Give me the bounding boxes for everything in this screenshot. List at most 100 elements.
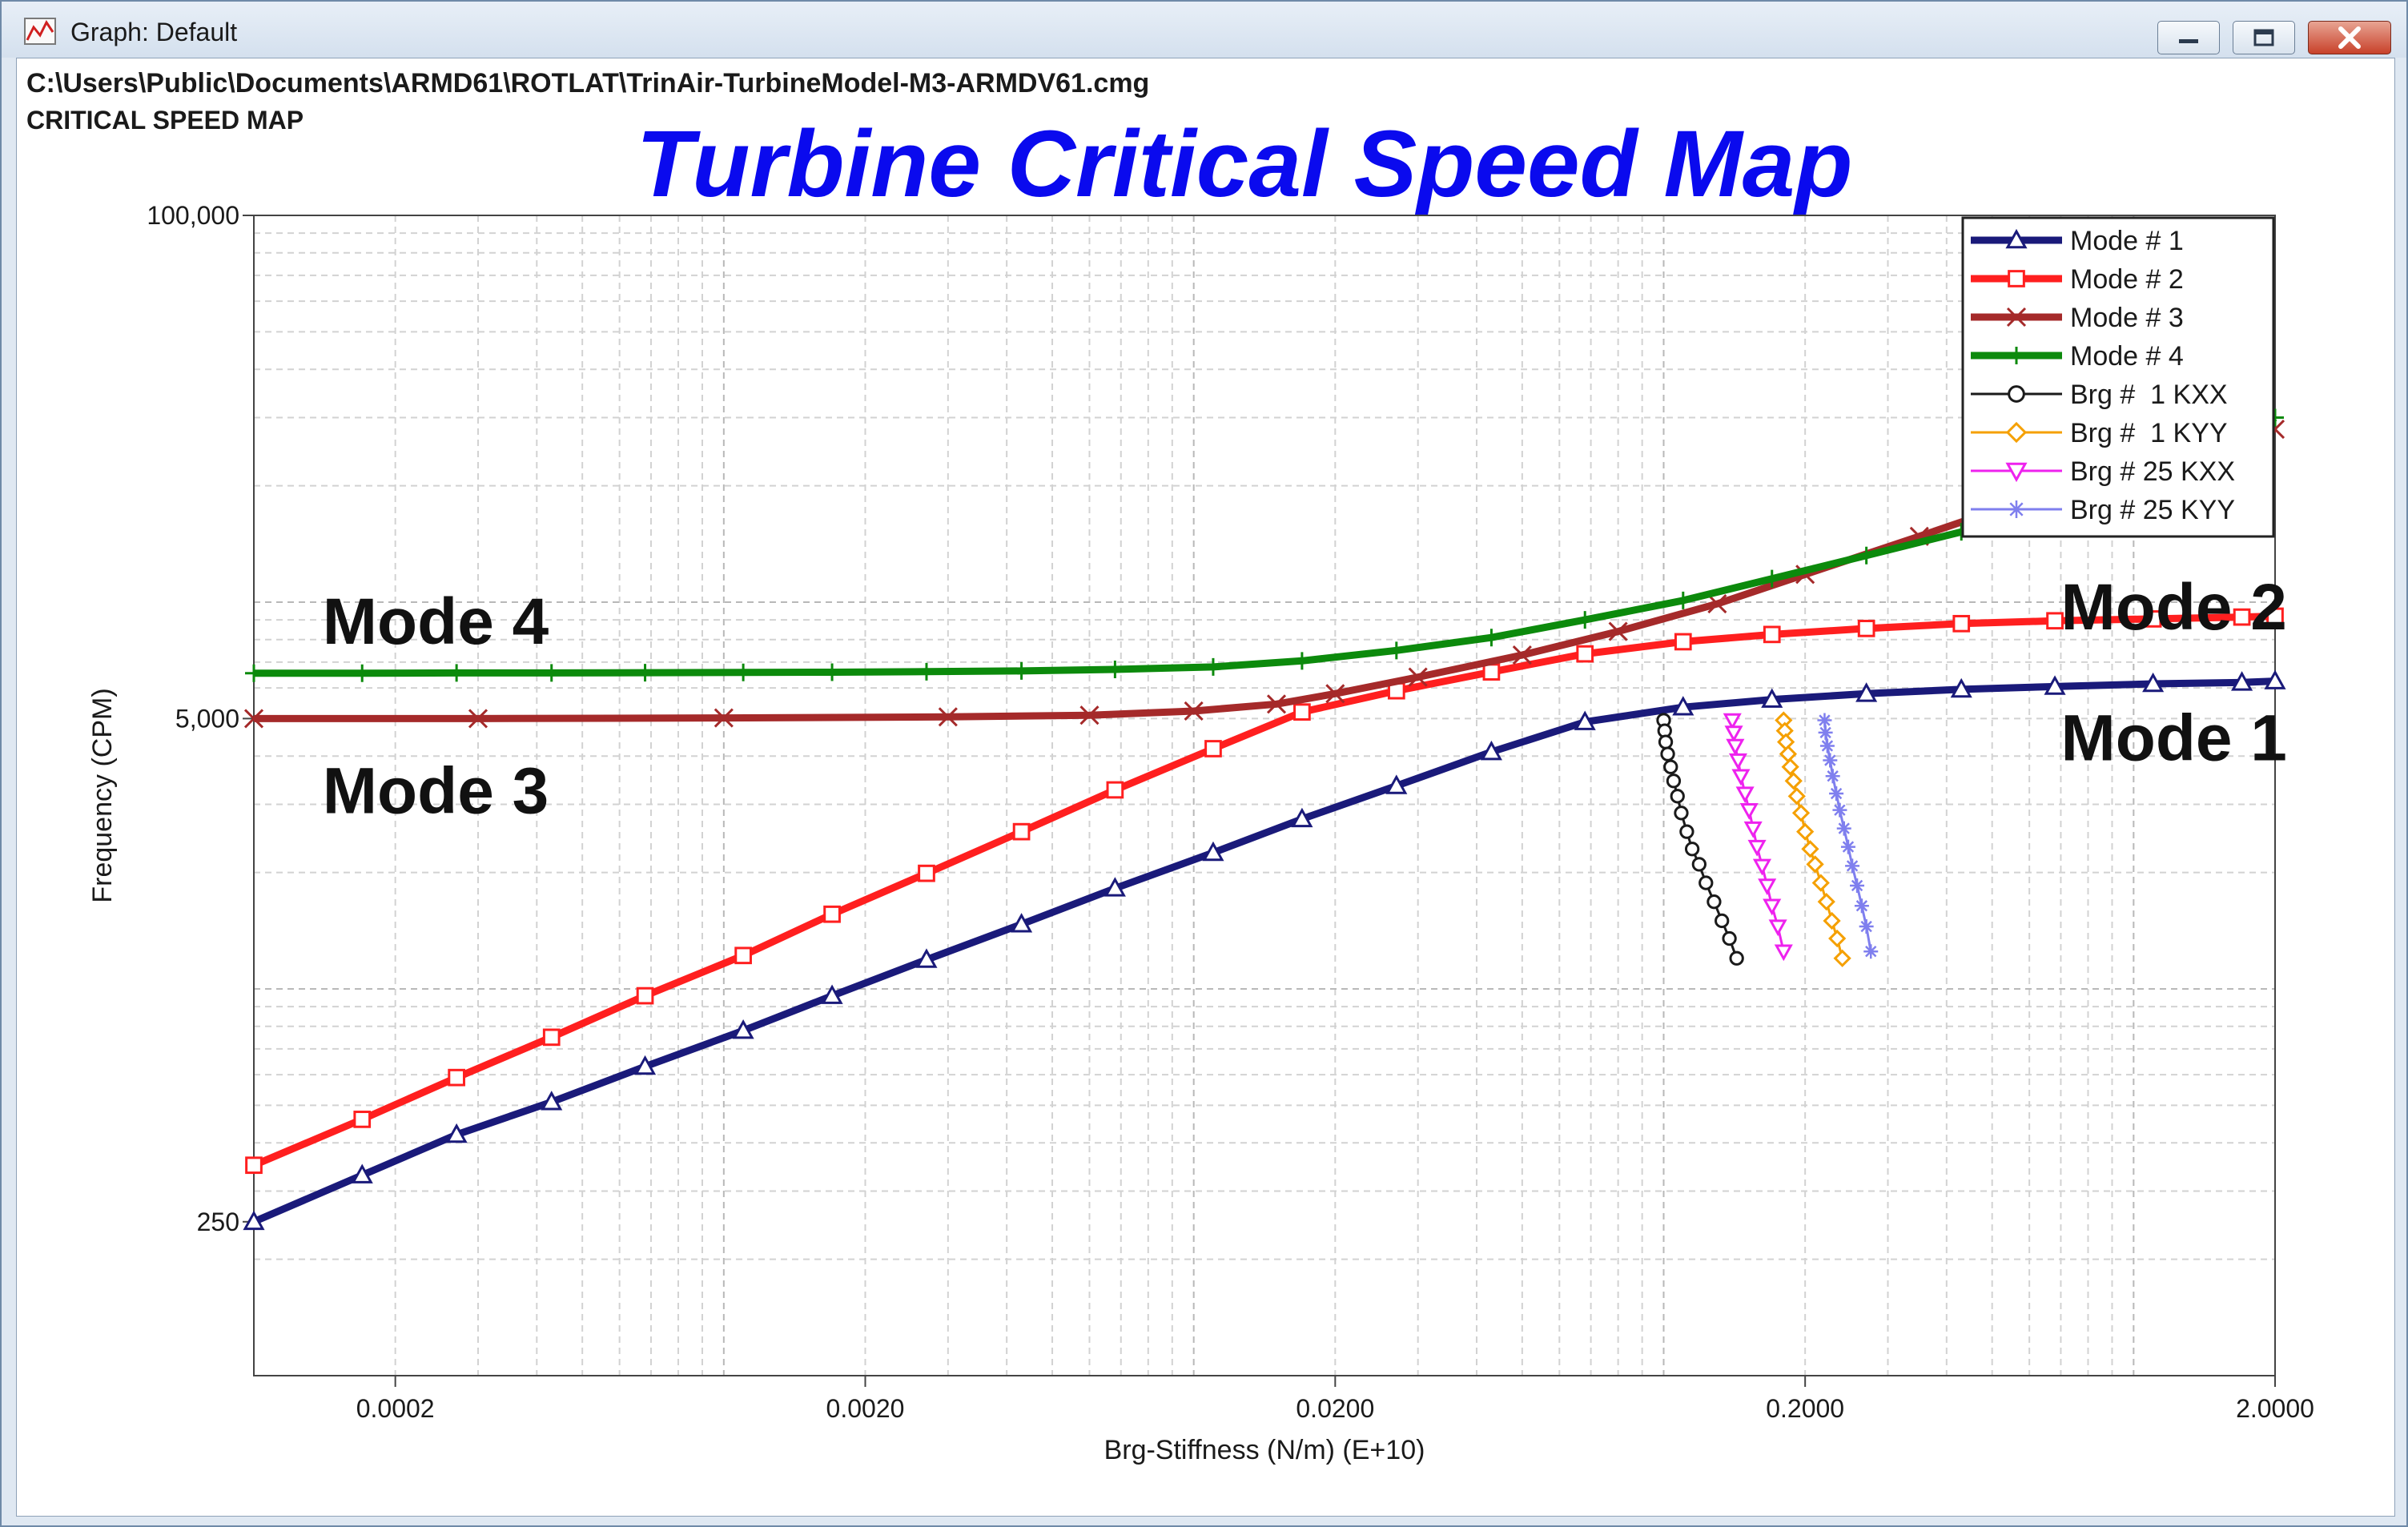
data-point: [1747, 839, 1767, 857]
series-brg-1-kyy: [1775, 711, 1851, 967]
data-point: [1863, 944, 1879, 959]
grid-lines: [253, 215, 2276, 1376]
data-point: [1722, 930, 1737, 946]
data-point: [1854, 898, 1869, 914]
data-point: [1758, 878, 1777, 896]
data-point: [1106, 661, 1124, 679]
legend-swatch-marker: [2008, 270, 2025, 287]
data-point: [1819, 738, 1835, 753]
data-point: [1833, 949, 1851, 967]
data-point: [2266, 607, 2284, 625]
mode-annotation: Mode 2: [2060, 571, 2286, 644]
data-point: [1829, 786, 1844, 802]
data-point: [1202, 841, 1224, 862]
file-path-label: C:\Users\Public\Documents\ARMD61\ROTLAT\…: [26, 68, 1149, 98]
chart-title: Turbine Critical Speed Map: [636, 111, 1852, 217]
data-point: [1660, 746, 1675, 761]
maximize-button[interactable]: [2233, 21, 2295, 54]
data-point: [542, 664, 561, 682]
x-tick-label: 0.0020: [826, 1394, 905, 1423]
y-axis-label: Frequency (CPM): [87, 688, 118, 902]
data-point: [1385, 774, 1408, 794]
data-point: [1726, 738, 1745, 756]
minimize-icon: [2179, 39, 2198, 43]
data-point: [732, 1019, 754, 1039]
data-point: [353, 1111, 372, 1128]
graph-type-label: CRITICAL SPEED MAP: [26, 106, 304, 135]
data-point: [1761, 688, 1783, 708]
data-point: [1952, 614, 1971, 633]
legend-entry-label: Brg # 25 KYY: [2070, 495, 2235, 525]
series-mode-2: [245, 607, 2284, 1175]
data-point: [1674, 591, 1692, 609]
data-point: [1857, 620, 1875, 637]
legend-swatch-marker: [2005, 462, 2028, 483]
close-button[interactable]: [2308, 21, 2391, 54]
data-point: [1801, 840, 1819, 858]
x-tick-label: 0.0200: [1296, 1394, 1374, 1423]
data-point: [636, 987, 654, 1005]
data-point: [1731, 769, 1751, 786]
data-point: [1818, 725, 1833, 740]
data-point: [542, 1028, 561, 1047]
data-point: [1723, 713, 1742, 730]
data-point: [1670, 789, 1685, 804]
data-point: [917, 662, 935, 681]
data-point: [1774, 944, 1793, 962]
legend-entry-label: Mode # 3: [2070, 303, 2184, 333]
data-point: [1836, 821, 1851, 836]
data-point: [1739, 802, 1759, 820]
data-point: [1729, 950, 1744, 966]
data-point: [918, 864, 935, 882]
legend-swatch-marker: [2005, 421, 2028, 444]
legend-entry-label: Mode # 4: [2070, 341, 2184, 372]
data-point: [468, 709, 488, 729]
data-point: [1768, 919, 1787, 937]
data-point: [541, 1091, 563, 1111]
legend-swatch-marker: [2005, 228, 2028, 249]
minimize-button[interactable]: [2157, 21, 2220, 54]
mode-annotation: Mode 4: [323, 585, 549, 658]
data-point: [1743, 821, 1763, 838]
data-point: [2142, 672, 2165, 693]
data-point: [823, 905, 841, 923]
data-point: [734, 946, 752, 965]
x-tick-label: 0.2000: [1766, 1394, 1844, 1423]
data-point: [1828, 929, 1847, 948]
data-point: [1672, 696, 1694, 716]
data-point: [448, 1068, 465, 1087]
data-point: [2046, 612, 2064, 630]
maximize-icon: [2253, 29, 2274, 46]
data-point: [1698, 875, 1714, 890]
data-point: [1707, 894, 1722, 910]
data-point: [1763, 569, 1781, 588]
data-point: [1763, 625, 1781, 644]
legend: Mode # 1 Mode # 2 Mode # 3 Mode # 4 Brg # 1 …: [1961, 216, 2275, 538]
x-tick-label: 0.0002: [356, 1394, 435, 1423]
series-mode-1: [243, 669, 2286, 1231]
data-point: [915, 948, 938, 968]
data-point: [2231, 671, 2253, 691]
data-point: [1184, 701, 1204, 721]
data-point: [1715, 913, 1730, 929]
data-point: [1482, 629, 1501, 647]
data-point: [1784, 772, 1803, 790]
y-tick-label: 250: [197, 1208, 239, 1236]
data-point: [1103, 877, 1126, 897]
data-point: [1106, 781, 1124, 799]
legend-swatch-marker: [2008, 500, 2025, 518]
data-point: [1817, 713, 1832, 728]
data-point: [2044, 675, 2066, 695]
legend-entry-label: Brg # 1 KYY: [2070, 418, 2228, 448]
data-point: [1674, 633, 1692, 651]
data-point: [821, 984, 843, 1004]
data-point: [1857, 546, 1875, 565]
legend-swatch-marker: [2006, 307, 2027, 328]
data-point: [1850, 878, 1865, 893]
series-brg-25-kxx: [1723, 713, 1793, 962]
title-bar[interactable]: Graph: Default: [2, 2, 2406, 58]
graph-client-area: C:\Users\Public\Documents\ARMD61\ROTLAT\…: [16, 58, 2395, 1517]
y-tick-label: 5,000: [175, 704, 239, 733]
data-point: [1817, 893, 1835, 911]
